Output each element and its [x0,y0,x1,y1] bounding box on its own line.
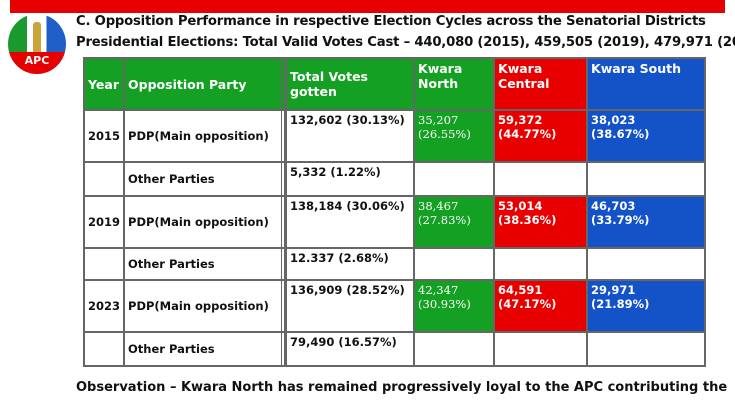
header-party: Opposition Party [125,59,286,109]
cell-total: 79,490 (16.57%) [287,333,414,365]
cell-central [495,333,587,365]
cell-south [588,163,705,195]
cell-party: Other Parties [125,249,286,279]
observation-text: Observation – Kwara North has remained p… [76,380,728,395]
header-south: Kwara South [588,59,705,109]
table-header-row: Year Opposition Party Total Votes gotten… [85,59,705,109]
cell-south: 38,023 (38.67%) [588,111,705,161]
header-year: Year [85,59,124,109]
apc-logo: APC [8,14,66,74]
cell-south [588,333,705,365]
table-row: 2015 PDP(Main opposition) 132,602 (30.13%)… [85,111,705,161]
cell-party: PDP(Main opposition) [125,111,286,161]
cell-party: Other Parties [125,333,286,365]
cell-central [495,163,587,195]
cell-north [415,333,494,365]
top-red-bar [10,0,725,13]
table-row: Other Parties 12.337 (2.68%) [85,249,705,279]
cell-year: 2015 [85,111,124,161]
header-total: Total Votes gotten [287,59,414,109]
cell-south: 29,971 (21.89%) [588,281,705,331]
table-row: 2023 PDP(Main opposition) 136,909 (28.52%)… [85,281,705,331]
cell-total: 132,602 (30.13%) [287,111,414,161]
cell-total: 5,332 (1.22%) [287,163,414,195]
cell-central: 64,591 (47.17%) [495,281,587,331]
opposition-table: Year Opposition Party Total Votes gotten… [83,57,707,367]
header-central: Kwara Central [495,59,587,109]
cell-north: 38,467 (27.83%) [415,197,494,247]
logo-text: APC [8,52,66,74]
cell-north [415,163,494,195]
cell-total: 12.337 (2.68%) [287,249,414,279]
cell-party: PDP(Main opposition) [125,197,286,247]
cell-year [85,163,124,195]
cell-north: 42,347 (30.93%) [415,281,494,331]
cell-south [588,249,705,279]
table-row: Other Parties 5,332 (1.22%) [85,163,705,195]
cell-party: Other Parties [125,163,286,195]
cell-total: 138,184 (30.06%) [287,197,414,247]
header-north: Kwara North [415,59,494,109]
cell-year: 2019 [85,197,124,247]
cell-total: 136,909 (28.52%) [287,281,414,331]
table-row: 2019 PDP(Main opposition) 138,184 (30.06%)… [85,197,705,247]
cell-central [495,249,587,279]
cell-central: 59,372 (44.77%) [495,111,587,161]
cell-year: 2023 [85,281,124,331]
cell-south: 46,703 (33.79%) [588,197,705,247]
cell-year [85,249,124,279]
cell-party: PDP(Main opposition) [125,281,286,331]
page-title: C. Opposition Performance in respective … [76,14,706,29]
cell-north: 35,207 (26.55%) [415,111,494,161]
table-row: Other Parties 79,490 (16.57%) [85,333,705,365]
page-subtitle: Presidential Elections: Total Valid Vote… [76,35,735,50]
cell-central: 53,014 (38.36%) [495,197,587,247]
cell-year [85,333,124,365]
cell-north [415,249,494,279]
